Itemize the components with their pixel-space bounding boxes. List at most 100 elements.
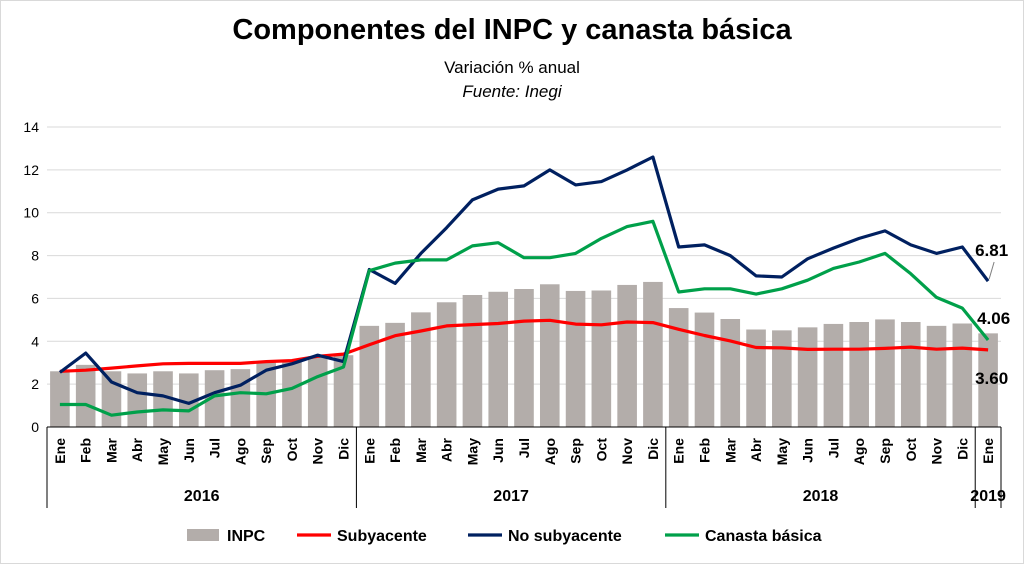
inpc-bar — [875, 319, 895, 427]
inpc-bar — [643, 281, 663, 427]
inpc-bar — [307, 356, 328, 427]
inpc-bar — [746, 329, 766, 427]
inpc-bar — [204, 370, 225, 427]
x-tick-label: Dic — [336, 438, 352, 460]
data-label: 6.81 — [975, 241, 1008, 260]
x-tick-label: Jun — [800, 438, 816, 463]
inpc-bar — [385, 322, 405, 427]
year-label: 2017 — [493, 488, 529, 505]
x-tick-label: Ago — [851, 438, 867, 465]
data-label: 3.60 — [975, 369, 1008, 388]
x-tick-label: Mar — [413, 437, 429, 462]
x-tick-label: Feb — [696, 438, 712, 463]
inpc-bar — [926, 325, 947, 427]
inpc-bar — [797, 327, 818, 427]
inpc-bar — [179, 373, 199, 427]
subyacente-line — [59, 318, 989, 373]
y-tick-label: 0 — [31, 419, 39, 435]
inpc-bar — [900, 322, 921, 427]
year-label: 2019 — [970, 488, 1006, 505]
x-tick-label: Ago — [542, 438, 558, 465]
legend-label: No subyacente — [508, 528, 622, 545]
data-label: 4.06 — [977, 309, 1010, 328]
y-tick-label: 10 — [23, 205, 39, 221]
inpc-bar — [359, 325, 380, 427]
x-tick-label: Abr — [129, 437, 145, 462]
inpc-bar — [772, 330, 792, 427]
inpc-bar — [462, 295, 483, 427]
x-tick-label: Jul — [207, 438, 223, 458]
x-tick-label: Sep — [568, 438, 584, 464]
inpc-bar — [514, 289, 534, 427]
x-tick-label: Mar — [722, 437, 738, 462]
x-tick-label: Feb — [387, 438, 403, 463]
no-subyacente-line — [58, 155, 990, 405]
x-tick-label: Nov — [619, 438, 635, 465]
inpc-bar — [75, 364, 96, 427]
inpc-bar — [849, 322, 869, 427]
x-tick-label: Ene — [980, 438, 996, 464]
inpc-bar — [411, 312, 431, 427]
x-tick-label: Feb — [78, 438, 94, 463]
chart-title: Componentes del INPC y canasta básica — [232, 14, 792, 46]
x-tick-label: Ene — [361, 438, 377, 464]
x-tick-label: Ene — [52, 438, 68, 464]
x-tick-label: Dic — [645, 438, 661, 460]
inpc-bar — [668, 308, 689, 427]
x-tick-label: May — [464, 438, 480, 465]
y-tick-label: 12 — [23, 162, 39, 178]
x-tick-label: Oct — [593, 438, 609, 462]
inpc-bar — [694, 312, 715, 427]
legend-label: INPC — [227, 528, 266, 545]
y-tick-label: 6 — [31, 290, 39, 306]
x-tick-label: Jul — [516, 438, 532, 458]
inpc-bar — [539, 284, 560, 427]
x-tick-label: Jun — [181, 438, 197, 463]
canasta-basica-line — [59, 219, 990, 417]
legend-swatch-inpc — [187, 529, 219, 541]
inpc-bar — [617, 284, 637, 427]
inpc-bar — [282, 361, 302, 427]
inpc-bar — [333, 355, 354, 427]
year-label: 2016 — [184, 488, 220, 505]
x-tick-label: Sep — [877, 438, 893, 464]
x-tick-label: May — [155, 438, 171, 465]
x-tick-label: Jul — [825, 438, 841, 458]
inpc-bar — [720, 319, 741, 427]
x-tick-label: Abr — [748, 437, 764, 462]
inpc-bar — [488, 291, 509, 427]
year-label: 2018 — [803, 488, 839, 505]
x-tick-label: Sep — [258, 438, 274, 464]
x-tick-label: Nov — [929, 438, 945, 465]
inpc-bar — [823, 323, 844, 427]
legend-label: Canasta básica — [705, 528, 822, 545]
inpc-bar — [591, 290, 612, 427]
x-tick-label: Abr — [439, 437, 455, 462]
inpc-bar — [436, 302, 457, 427]
y-tick-label: 14 — [23, 119, 39, 135]
x-tick-label: Oct — [284, 438, 300, 462]
x-tick-label: Ene — [671, 438, 687, 464]
inpc-bar — [978, 333, 998, 427]
inpc-bar — [952, 323, 973, 427]
inpc-bar — [50, 371, 70, 427]
inpc-bar — [565, 290, 586, 427]
chart-source: Fuente: Inegi — [462, 82, 562, 101]
inpc-bar — [153, 371, 173, 427]
y-tick-label: 8 — [31, 248, 39, 264]
y-tick-label: 4 — [31, 333, 39, 349]
x-tick-label: Ago — [232, 438, 248, 465]
x-tick-label: Nov — [310, 438, 326, 465]
x-tick-label: Mar — [103, 437, 119, 462]
legend-label: Subyacente — [337, 528, 427, 545]
inpc-bar — [230, 369, 251, 427]
x-tick-label: Oct — [903, 438, 919, 462]
inpc-bar — [127, 373, 148, 427]
x-tick-label: Dic — [954, 438, 970, 460]
chart-subtitle: Variación % anual — [444, 58, 580, 77]
x-tick-label: Jun — [490, 438, 506, 463]
data-label-leader — [988, 261, 995, 280]
x-tick-label: May — [774, 438, 790, 465]
y-tick-label: 2 — [31, 376, 39, 392]
